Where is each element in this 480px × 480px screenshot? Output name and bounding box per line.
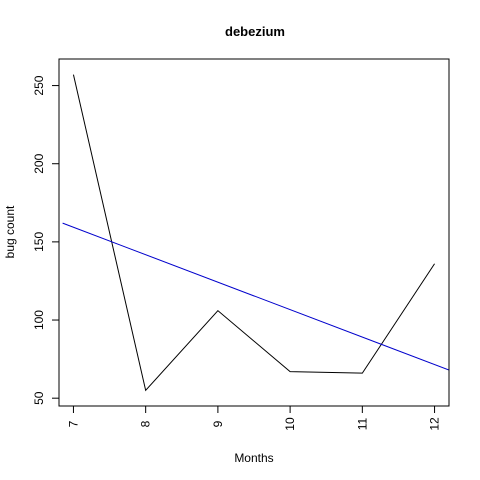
x-axis-label: Months — [234, 451, 273, 465]
y-tick-label: 250 — [32, 75, 46, 95]
x-axis: 7 8 9 10 11 12 — [66, 406, 442, 431]
y-axis: 50 100 150 200 250 — [32, 75, 59, 405]
x-tick-label: 10 — [283, 417, 297, 431]
x-tick-label: 11 — [355, 417, 369, 430]
x-tick-label: 7 — [66, 420, 80, 427]
plot-area — [62, 74, 449, 392]
chart-title: debezium — [225, 24, 285, 39]
series-line-0 — [72, 74, 435, 392]
y-tick-label: 150 — [32, 232, 46, 252]
y-tick-label: 50 — [32, 391, 46, 405]
plot-frame — [58, 58, 450, 407]
x-tick-label: 9 — [211, 420, 225, 427]
y-axis-label: bug count — [3, 205, 17, 258]
y-tick-label: 100 — [32, 310, 46, 330]
x-tick-label: 12 — [428, 417, 442, 431]
y-tick-label: 200 — [32, 153, 46, 173]
x-tick-label: 8 — [139, 420, 153, 427]
trend-line — [62, 222, 449, 371]
